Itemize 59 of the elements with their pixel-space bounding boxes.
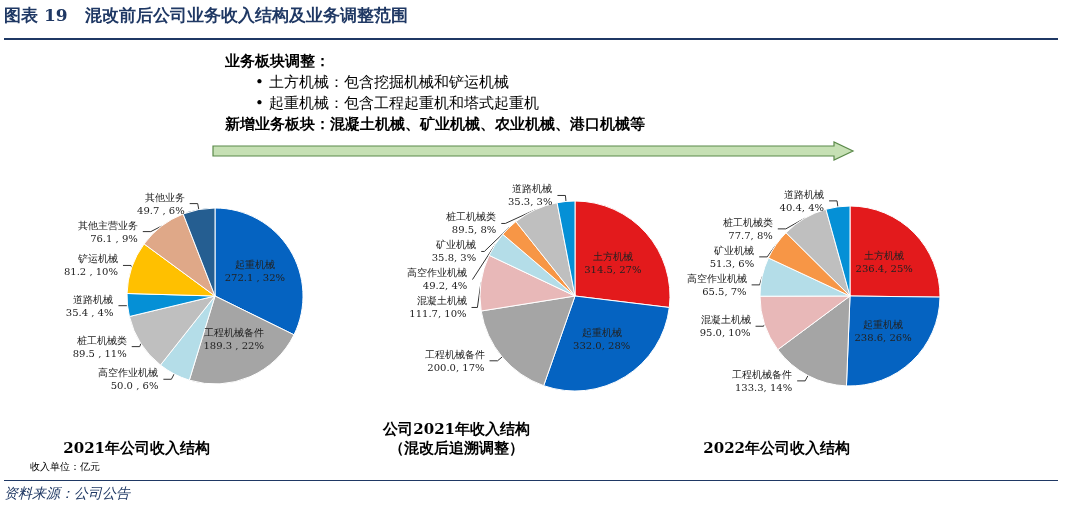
data-label: 49.2, 4% [422,280,468,292]
slice-label: 土方机械 [864,250,905,262]
data-label: 81.2 , 10% [63,266,118,278]
text: 业务板块调整： [225,52,330,71]
slice-label: 工程机械备件 [203,327,264,339]
data-label: 89.5, 8% [451,224,497,236]
data-label: 95.0, 10% [699,327,751,339]
text: 新增业务板块：混凝土机械、矿业机械、农业机械、港口机械等 [225,115,645,134]
data-label: 89.5 , 11% [72,347,127,359]
data-label: 35.4 , 4% [65,306,114,318]
slice-label: 桩工机械类 [445,211,497,223]
slice-label: 高空作业机械 [407,267,468,279]
text: • 起重机械：包含工程起重机和塔式起重机 [255,94,539,113]
slice-label: 道路机械 [784,188,825,200]
data-label: 238.6, 26% [854,331,912,343]
slice-label: 道路机械 [73,293,114,305]
slice-label: 混凝土机械 [700,314,751,326]
data-label: 272.1 , 32% [224,272,286,284]
data-label: 189.3 , 22% [203,340,264,352]
data-label: 76.1 , 9% [90,232,138,244]
text: 2021年公司收入结构 [63,438,210,457]
text: 图表 19 混改前后公司业务收入结构及业务调整范围 [4,4,409,27]
slice-label: 其他主营业务 [77,219,138,231]
slice-label: 土方机械 [592,250,633,262]
slice-label: 工程机械备件 [424,348,485,360]
data-label: 332.0, 28% [573,339,631,351]
text: 收入单位：亿元 [30,460,100,474]
data-label: 133.3, 14% [734,381,793,393]
text: 资料来源：公司公告 [4,485,130,503]
data-label: 50.0 , 6% [110,380,159,392]
slice-label: 高空作业机械 [686,272,747,284]
data-label: 35.3, 3% [507,196,553,208]
text: （混改后追溯调整） [389,438,525,457]
slice-label: 起重机械 [581,326,622,338]
slice-label: 混凝土机械 [416,295,467,307]
data-label: 40.4, 4% [779,201,825,213]
data-label: 77.7, 8% [728,229,773,241]
slice-label: 矿业机械 [435,239,477,251]
slice-label: 工程机械备件 [732,368,793,380]
text: • 土方机械：包含挖掘机械和铲运机械 [255,73,509,92]
text: 公司2021年收入结构 [382,419,530,438]
data-label: 51.3, 6% [709,257,755,269]
data-label: 236.4, 25% [855,263,913,275]
slice-label: 矿业机械 [713,244,755,256]
data-label: 49.7 , 6% [137,204,185,216]
slice-label: 桩工机械类 [75,334,127,346]
slice-label: 起重机械 [863,318,904,330]
slice-label: 铲运机械 [76,253,118,265]
data-label: 65.5, 7% [702,285,747,297]
data-label: 35.8, 3% [431,252,477,264]
data-label: 200.0, 17% [427,361,485,373]
data-label: 314.5, 27% [584,263,642,275]
text: 2022年公司收入结构 [703,438,850,457]
slice-label: 高空作业机械 [98,367,159,379]
slice-label: 道路机械 [512,183,553,195]
slice-label: 其他业务 [144,191,185,203]
data-label: 111.7, 10% [409,308,467,320]
slice-label: 起重机械 [234,259,275,271]
slice-label: 桩工机械类 [721,216,773,228]
